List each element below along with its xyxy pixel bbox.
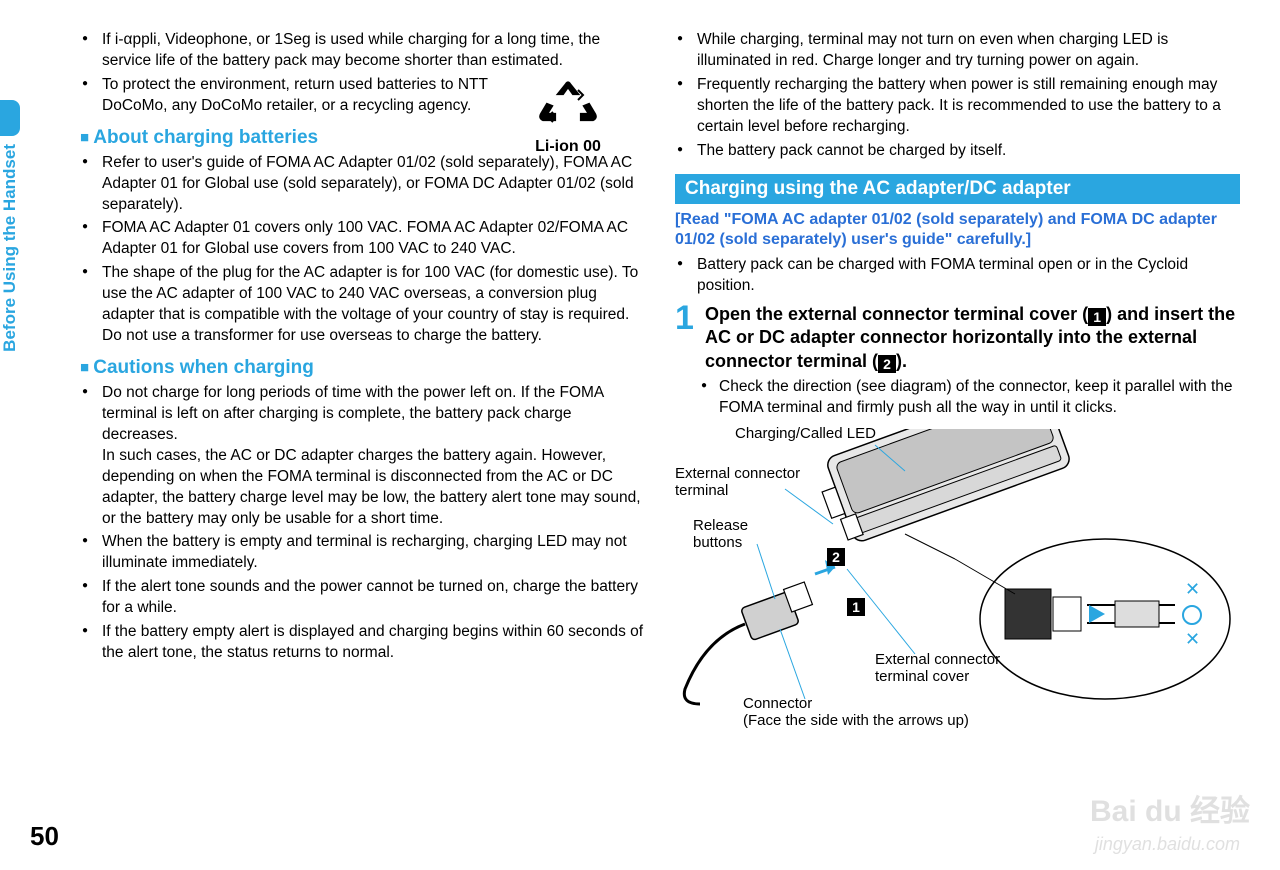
bullet-item: Battery pack can be charged with FOMA te… (697, 255, 1240, 297)
diagram-label-connector: Connector (Face the side with the arrows… (743, 695, 969, 730)
columns: If i-αppli, Videophone, or 1Seg is used … (80, 30, 1240, 729)
pre-step-bullets: Battery pack can be charged with FOMA te… (675, 255, 1240, 297)
side-tab-label: Before Using the Handset (0, 144, 20, 352)
bullet-item: Refer to user's guide of FOMA AC Adapter… (102, 153, 645, 216)
bullet-item: Check the direction (see diagram) of the… (719, 377, 1240, 419)
diagram-marker-1: 1 (847, 597, 865, 616)
diagram-label-release: Release buttons (693, 517, 748, 552)
bullet-item: When the battery is empty and terminal i… (102, 532, 645, 574)
step-bullet: Check the direction (see diagram) of the… (675, 377, 1240, 419)
diagram-label-ext-terminal: External connector terminal (675, 465, 800, 500)
bullet-item: The shape of the plug for the AC adapter… (102, 263, 645, 347)
blue-note: [Read "FOMA AC adapter 01/02 (sold separ… (675, 210, 1240, 252)
bullet-item: Do not charge for long periods of time w… (102, 383, 645, 529)
bullet-item: The battery pack cannot be charged by it… (697, 141, 1240, 162)
page-number: 50 (30, 821, 59, 852)
watermark-sub: jingyan.baidu.com (1095, 834, 1240, 855)
svg-text:✕: ✕ (1185, 629, 1200, 649)
connector-diagram: ✕ ✕ Charging/Called LED External connect… (675, 429, 1240, 729)
step-text: Open the external connector terminal cov… (705, 303, 1240, 373)
section-bar: Charging using the AC adapter/DC adapter (675, 174, 1240, 204)
left-top-bullets: If i-αppli, Videophone, or 1Seg is used … (80, 30, 645, 117)
bullet-item: FOMA AC Adapter 01 covers only 100 VAC. … (102, 218, 645, 260)
bullet-item: To protect the environment, return used … (102, 75, 645, 117)
side-tab: Before Using the Handset (0, 100, 26, 410)
marker-icon: 1 (1088, 308, 1106, 326)
diagram-label-ext-cover: External connector terminal cover (875, 651, 1000, 686)
step-number: 1 (675, 303, 697, 373)
side-tab-cap (0, 100, 20, 136)
manual-page: Before Using the Handset Li-ion 00 If i-… (0, 0, 1280, 870)
bullet-item: If the battery empty alert is displayed … (102, 622, 645, 664)
watermark-main: Bai du 经验 (1090, 786, 1250, 830)
bullet-item: If the alert tone sounds and the power c… (102, 577, 645, 619)
section-heading: Cautions when charging (80, 357, 645, 379)
svg-text:✕: ✕ (1185, 579, 1200, 599)
bullet-item: If i-αppli, Videophone, or 1Seg is used … (102, 30, 645, 72)
right-top-bullets: While charging, terminal may not turn on… (675, 30, 1240, 162)
step-1: 1 Open the external connector terminal c… (675, 303, 1240, 373)
section2-bullets: Do not charge for long periods of time w… (80, 383, 645, 664)
bullet-item: While charging, terminal may not turn on… (697, 30, 1240, 72)
section1-bullets: Refer to user's guide of FOMA AC Adapter… (80, 153, 645, 347)
marker-icon: 2 (878, 355, 896, 373)
diagram-label-led: Charging/Called LED (735, 425, 876, 442)
diagram-marker-2: 2 (827, 547, 845, 566)
right-column: While charging, terminal may not turn on… (675, 30, 1240, 729)
bullet-item: Frequently recharging the battery when p… (697, 75, 1240, 138)
